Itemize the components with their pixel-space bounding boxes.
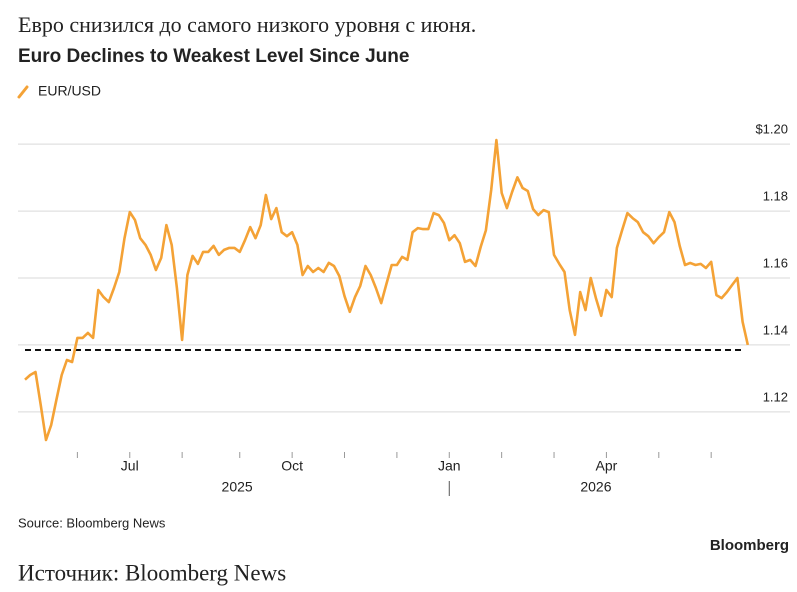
x-tick-label: Jan: [438, 458, 461, 474]
x-tick-label: Oct: [281, 458, 303, 474]
x-tick-label: Jul: [121, 458, 139, 474]
y-tick-label: 1.12: [763, 389, 788, 404]
x-tick-label: Apr: [596, 458, 618, 474]
series-line: [24, 138, 750, 442]
year-label: 2026: [580, 479, 611, 495]
brand: Bloomberg: [710, 537, 789, 554]
source: Source: Bloomberg News: [18, 515, 166, 530]
chart-title: Euro Declines to Weakest Level Since Jun…: [18, 46, 409, 67]
legend-swatch: [17, 85, 29, 99]
legend-label: EUR/USD: [38, 83, 101, 99]
header-ru: Евро снизился до самого низкого уровня с…: [18, 12, 476, 37]
y-tick-label: 1.14: [763, 322, 788, 337]
footer-ru: Источник: Bloomberg News: [18, 560, 286, 585]
year-label: 2025: [222, 479, 253, 495]
y-tick-label: 1.18: [763, 189, 788, 204]
y-tick-label: $1.20: [755, 122, 788, 137]
y-tick-label: 1.16: [763, 255, 788, 270]
